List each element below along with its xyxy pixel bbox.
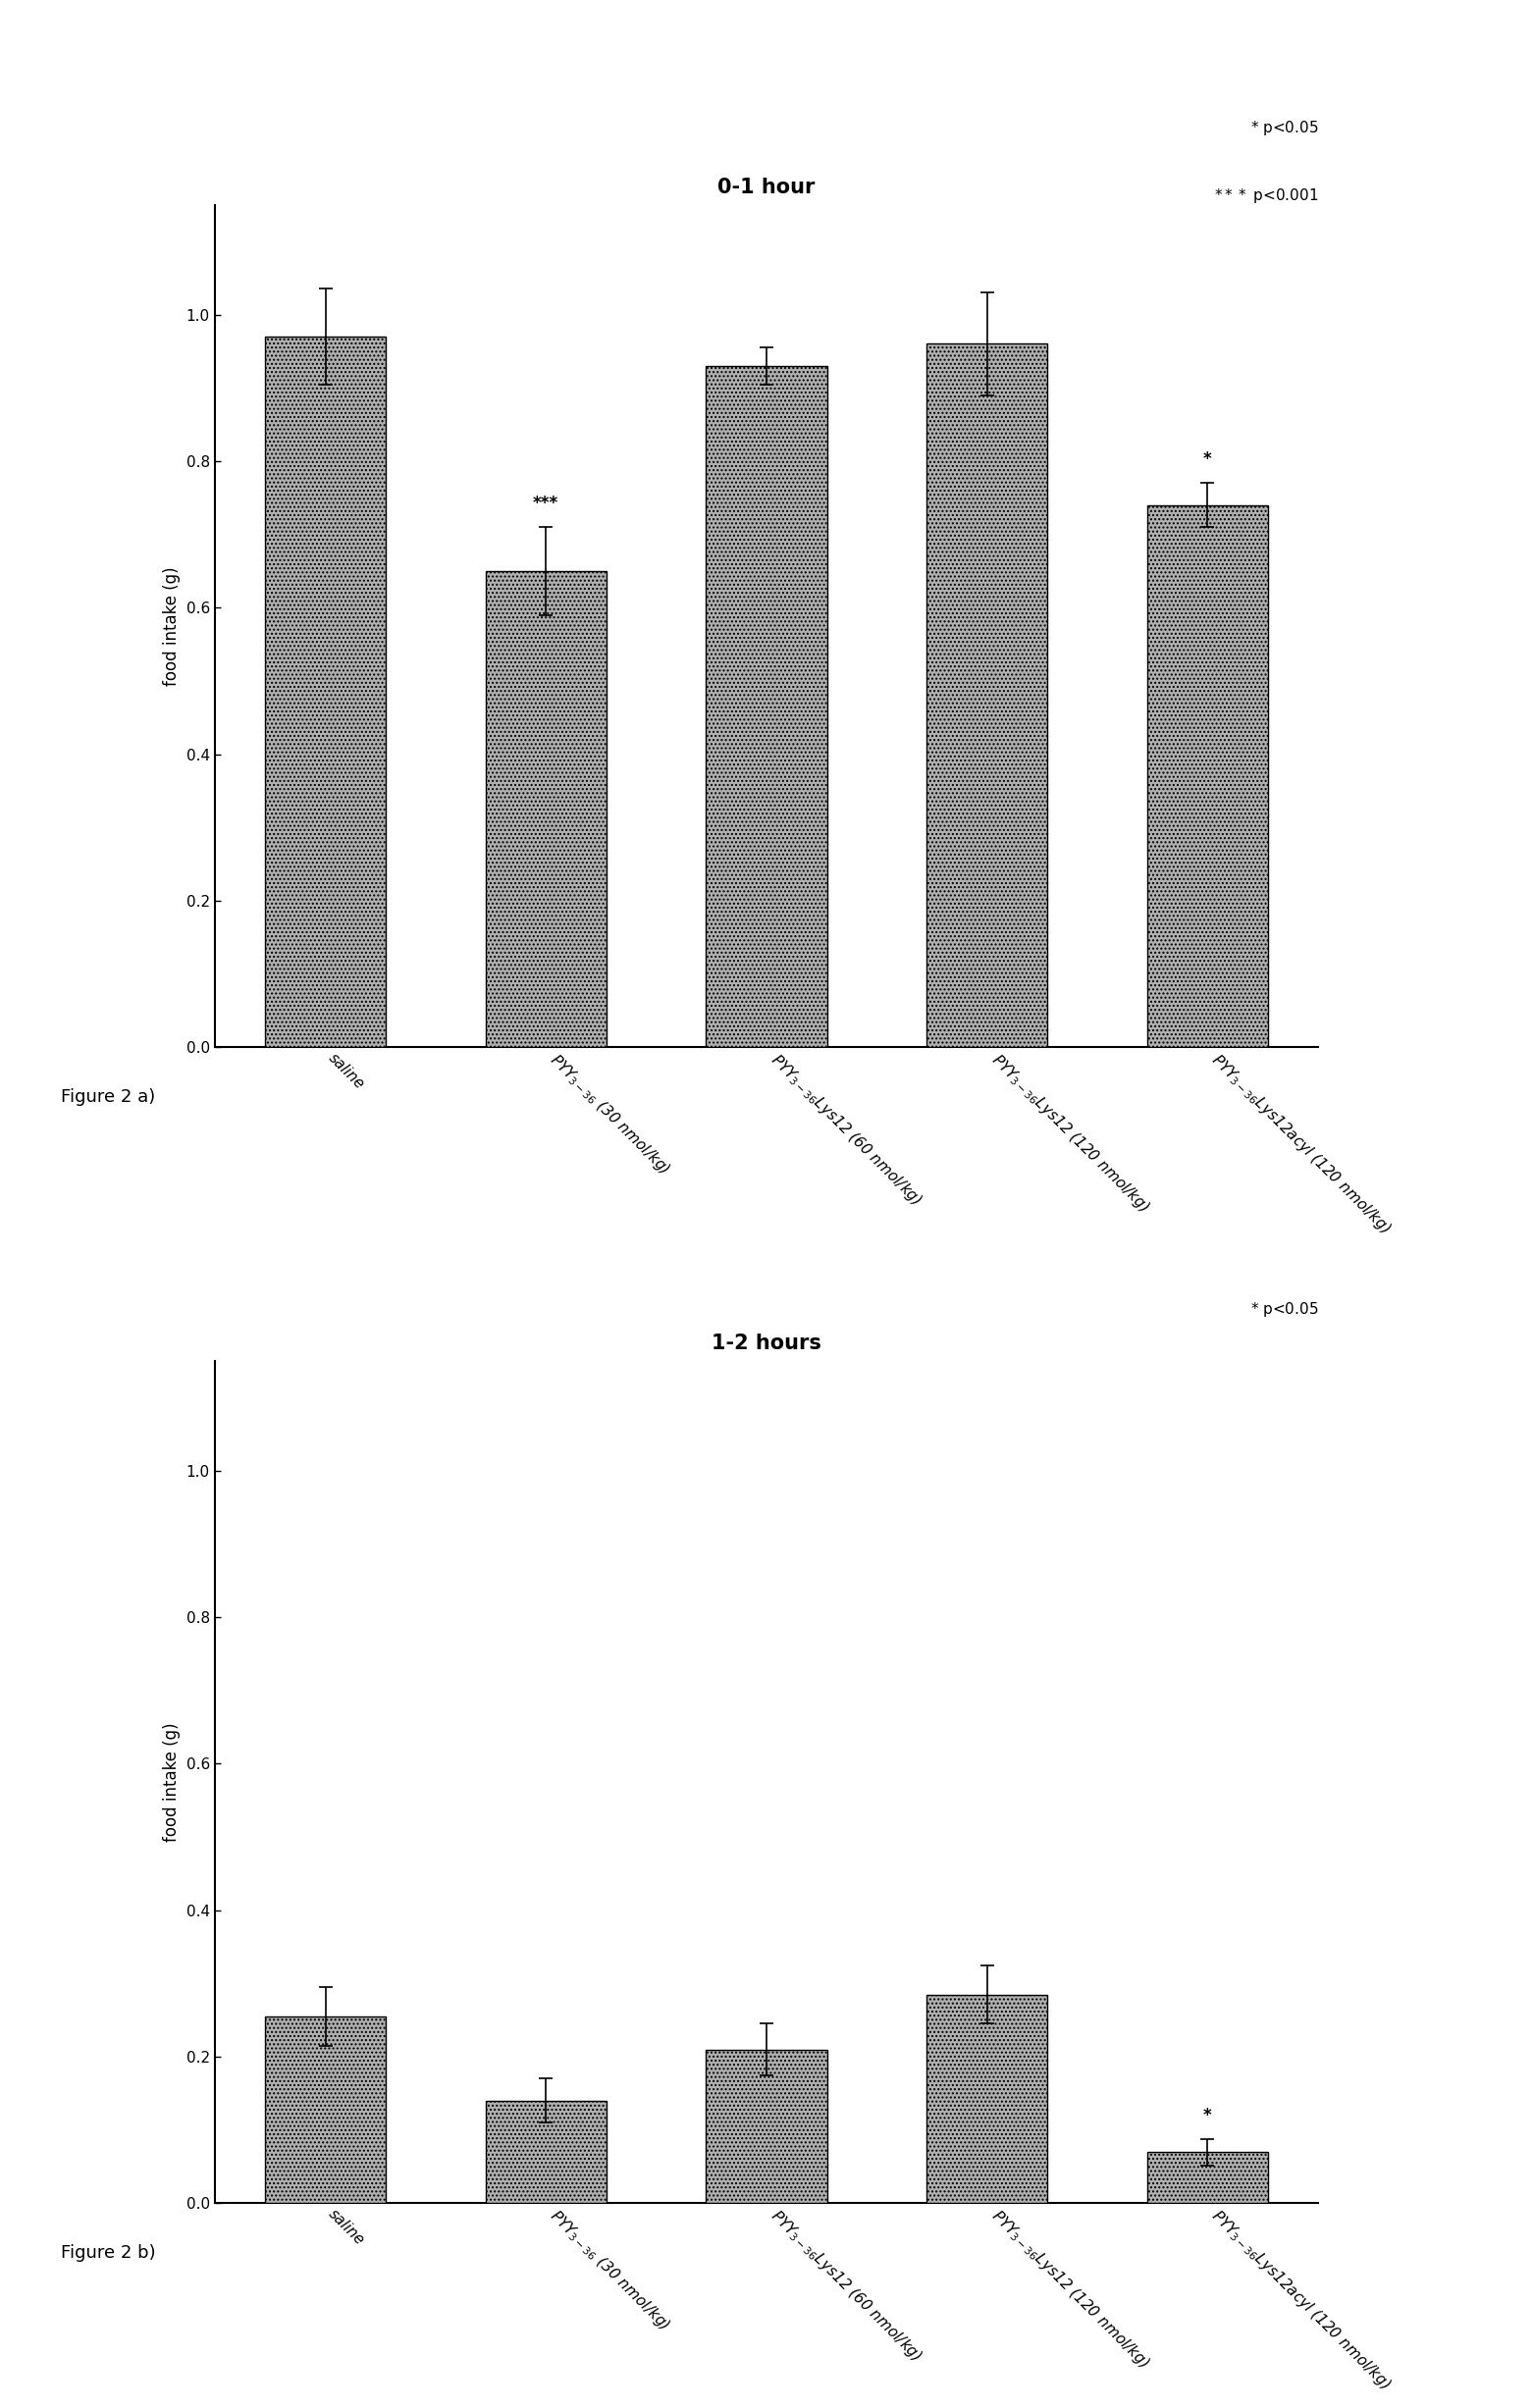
Text: $*$ p<0.05: $*$ p<0.05 [1249, 118, 1318, 137]
Y-axis label: food intake (g): food intake (g) [162, 566, 181, 686]
Bar [486, 2100, 607, 2203]
Bar [705, 366, 828, 1047]
Title: 1-2 hours: 1-2 hours [711, 1334, 822, 1353]
Text: Figure 2 a): Figure 2 a) [61, 1088, 156, 1105]
Y-axis label: food intake (g): food intake (g) [162, 1722, 181, 1842]
Bar [265, 2015, 386, 2203]
Title: 0-1 hour: 0-1 hour [717, 178, 816, 197]
Text: Figure 2 b): Figure 2 b) [61, 2244, 156, 2261]
Bar [265, 337, 386, 1047]
Bar [705, 2049, 828, 2203]
Text: ***: *** [533, 494, 560, 513]
Text: $*$ p<0.05: $*$ p<0.05 [1249, 1300, 1318, 1320]
Text: *: * [1203, 2107, 1213, 2124]
Bar [486, 571, 607, 1047]
Text: $***$ p<0.001: $***$ p<0.001 [1214, 185, 1318, 205]
Bar [926, 344, 1047, 1047]
Text: *: * [1203, 450, 1213, 470]
Bar [1147, 2153, 1268, 2203]
Bar [926, 1994, 1047, 2203]
Bar [1147, 506, 1268, 1047]
